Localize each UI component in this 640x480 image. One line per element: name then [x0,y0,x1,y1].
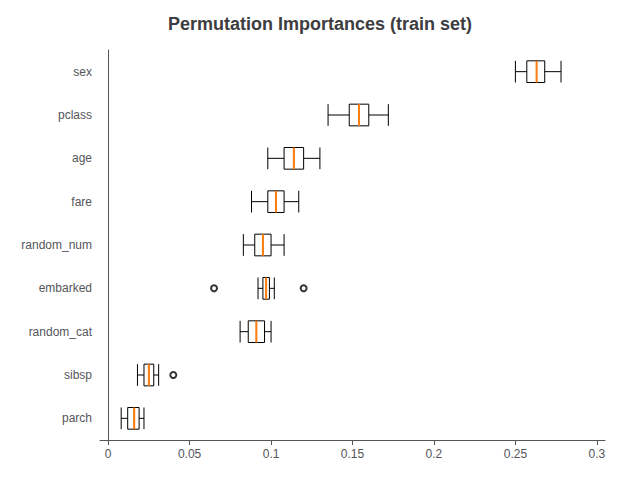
svg-text:sex: sex [73,65,92,79]
svg-text:0.2: 0.2 [426,447,443,461]
svg-text:Permutation Importances (train: Permutation Importances (train set) [168,14,472,34]
svg-text:age: age [72,151,92,165]
svg-text:parch: parch [62,411,92,425]
svg-text:0.25: 0.25 [504,447,528,461]
svg-text:0.1: 0.1 [263,447,280,461]
svg-text:embarked: embarked [39,281,92,295]
svg-text:0.3: 0.3 [589,447,606,461]
svg-text:fare: fare [71,195,92,209]
svg-text:random_cat: random_cat [29,325,93,339]
svg-text:0.15: 0.15 [341,447,365,461]
svg-text:sibsp: sibsp [64,368,92,382]
svg-text:0.05: 0.05 [178,447,202,461]
svg-text:random_num: random_num [21,238,92,252]
svg-text:0: 0 [105,447,112,461]
svg-text:pclass: pclass [58,108,92,122]
